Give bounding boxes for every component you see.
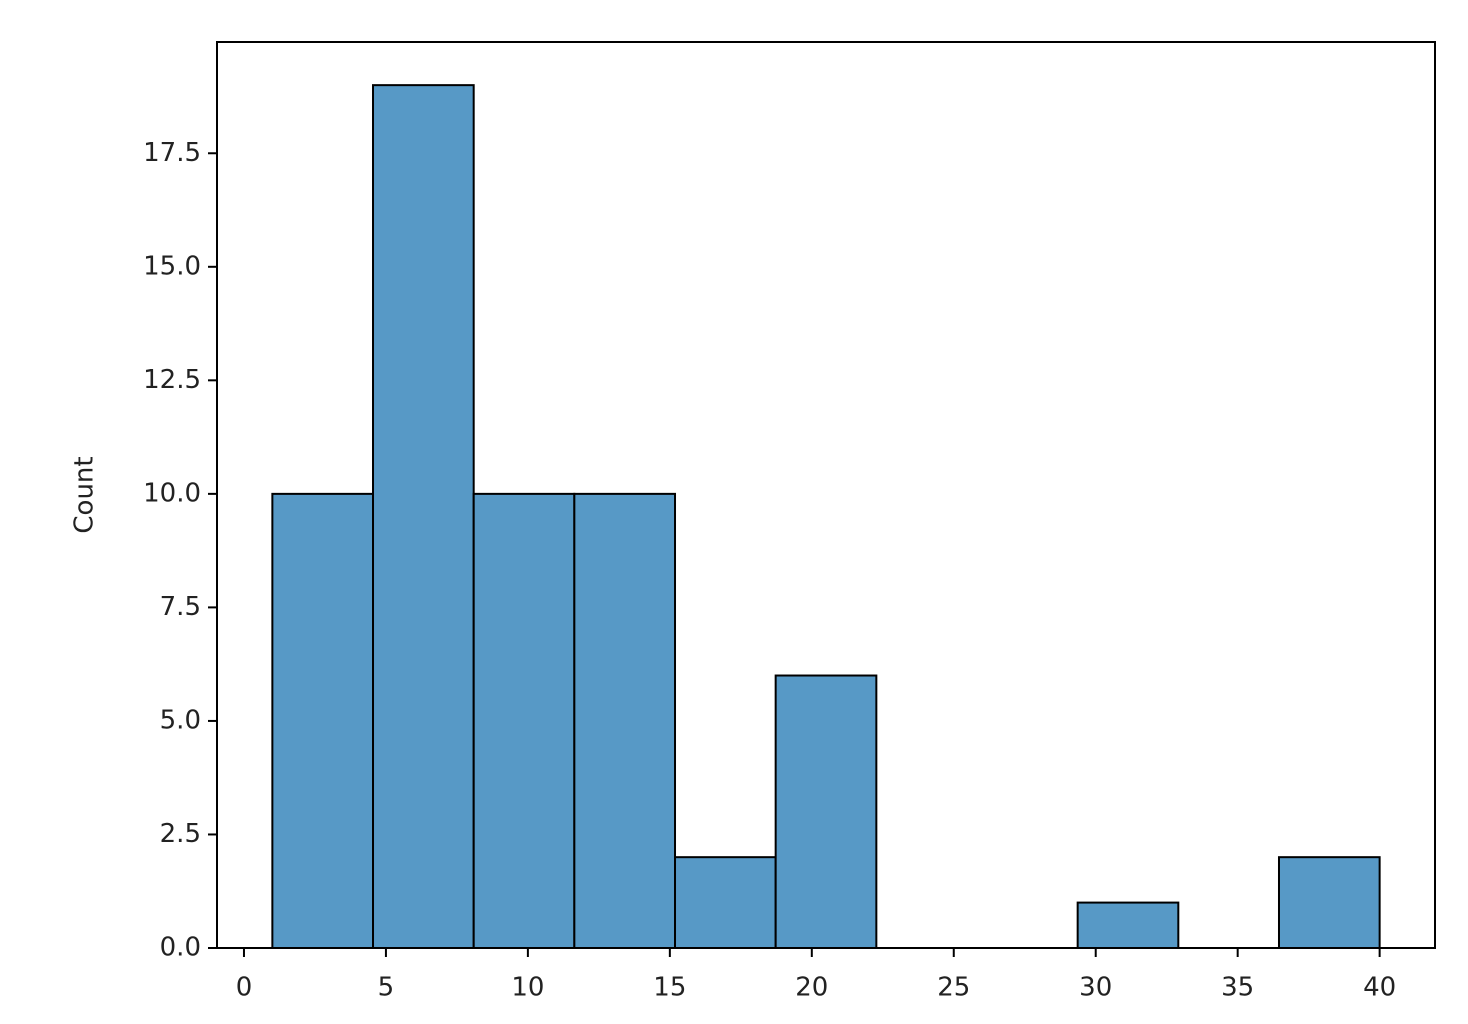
bar <box>774 674 878 949</box>
x-tick-label: 0 <box>236 973 253 1003</box>
bar <box>573 492 677 949</box>
bar <box>1076 901 1180 950</box>
y-axis-label: Count <box>70 456 100 533</box>
y-tick-label: 2.5 <box>160 819 201 849</box>
x-tick-label: 35 <box>1221 973 1254 1003</box>
plot-frame <box>216 41 1436 949</box>
bar <box>472 492 576 949</box>
x-tick-label: 15 <box>653 973 686 1003</box>
y-tick-label: 12.5 <box>143 365 201 395</box>
x-tick-label: 40 <box>1363 973 1396 1003</box>
x-tick-label: 20 <box>795 973 828 1003</box>
x-tick-label: 10 <box>511 973 544 1003</box>
y-tick-label: 0.0 <box>160 933 201 963</box>
bar <box>271 492 375 949</box>
x-tick-label: 25 <box>937 973 970 1003</box>
bar <box>1277 856 1381 949</box>
y-tick-label: 10.0 <box>143 478 201 508</box>
y-tick-label: 5.0 <box>160 705 201 735</box>
y-tick-label: 17.5 <box>143 138 201 168</box>
x-tick-label: 5 <box>378 973 395 1003</box>
x-tick-label: 30 <box>1079 973 1112 1003</box>
bar <box>674 856 777 949</box>
bar <box>372 84 475 949</box>
y-tick-label: 7.5 <box>160 592 201 622</box>
y-tick-label: 15.0 <box>143 251 201 281</box>
